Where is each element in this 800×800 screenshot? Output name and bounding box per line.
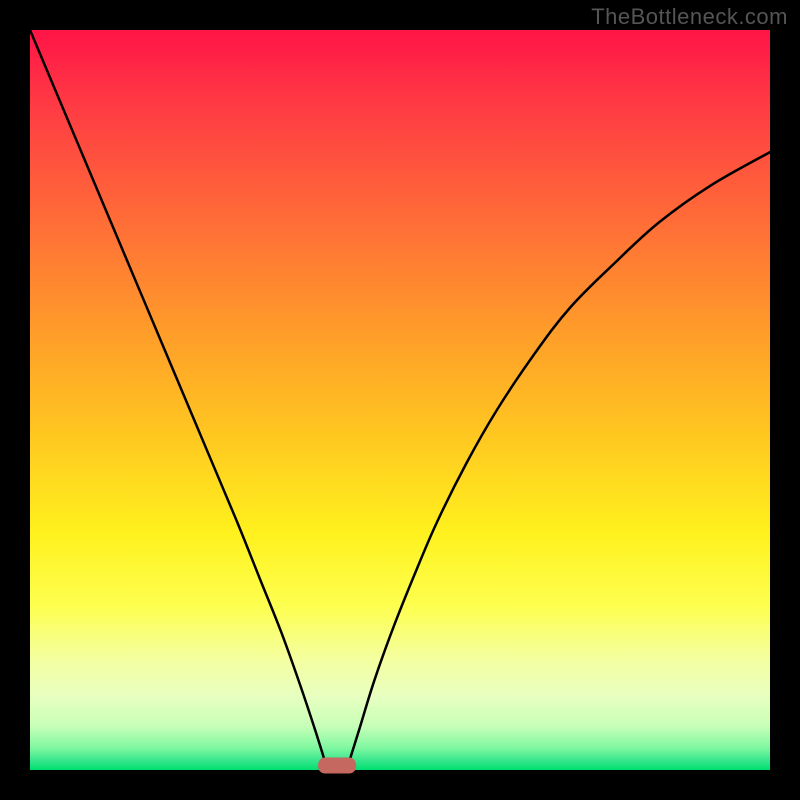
bottleneck-chart — [0, 0, 800, 800]
optimal-point-marker — [318, 758, 356, 774]
plot-gradient-background — [30, 30, 770, 770]
chart-container: TheBottleneck.com — [0, 0, 800, 800]
